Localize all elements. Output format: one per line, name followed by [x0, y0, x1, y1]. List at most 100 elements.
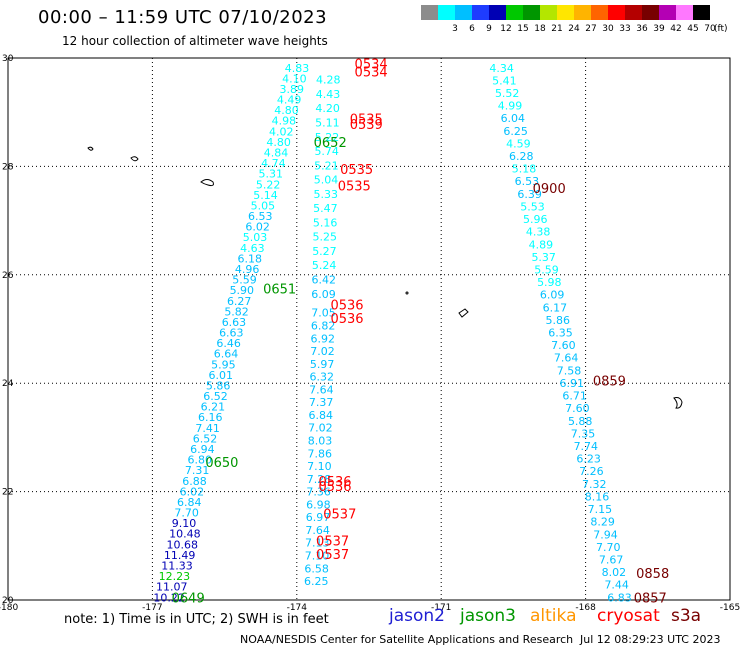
wave-height-point: 6.17: [543, 301, 568, 314]
wave-height-point: 5.11: [315, 116, 340, 129]
wave-height-point: 7.37: [309, 396, 334, 409]
wave-height-point: 6.88: [182, 475, 207, 488]
wave-height-point: 4.98: [272, 115, 297, 128]
pass-time-label: 0537: [316, 534, 349, 549]
colorbar-swatch: [489, 5, 506, 20]
wave-height-point: 5.47: [313, 202, 338, 215]
wave-height-point: 6.71: [562, 390, 587, 403]
colorbar-unit: (ft): [714, 24, 728, 34]
wave-height-point: 6.28: [509, 150, 534, 163]
wave-height-point: 6.18: [237, 252, 262, 265]
wave-height-point: 5.98: [537, 276, 562, 289]
pass-time-label: 0652: [314, 136, 347, 151]
wave-height-point: 11.33: [161, 560, 193, 573]
longitude-tick-label: -165: [720, 603, 740, 613]
wave-height-point: 6.39: [517, 188, 542, 201]
colorbar-swatch: [608, 5, 625, 20]
wave-height-point: 5.27: [312, 245, 337, 258]
wave-height-point: 6.04: [501, 112, 526, 125]
generated-timestamp: Jul 12 08:29:23 UTC 2023: [580, 633, 721, 646]
colorbar-label: 27: [585, 24, 596, 34]
wave-height-point: 4.49: [277, 94, 302, 107]
colorbar-swatch: [625, 5, 642, 20]
footer-note: note: 1) Time is in UTC; 2) SWH is in fe…: [64, 612, 329, 627]
legend-item-jason3: jason3: [460, 606, 516, 626]
colorbar-label: 39: [653, 24, 665, 34]
wave-height-point: 5.16: [313, 216, 338, 229]
wave-height-point: 7.70: [596, 541, 621, 554]
islands: [87, 146, 683, 409]
wave-height-point: 6.09: [540, 289, 565, 302]
wave-height-point: 7.10: [305, 549, 330, 562]
wave-height-point: 7.86: [307, 447, 332, 460]
wave-height-point: 5.41: [492, 74, 517, 87]
latitude-tick-label: 20: [2, 596, 14, 606]
wave-height-point: 4.59: [506, 137, 531, 150]
wave-height-point: 7.70: [174, 507, 199, 520]
wave-height-point: 6.84: [177, 496, 202, 509]
colorbar-label: 70: [704, 24, 716, 34]
wave-height-point: 5.37: [531, 251, 556, 264]
island-outline: [200, 179, 214, 187]
wave-height-point: 6.58: [304, 562, 329, 575]
wave-height-point: 7.13: [305, 537, 330, 550]
colorbar-swatch: [421, 5, 438, 20]
wave-height-point: 5.86: [206, 379, 231, 392]
wave-height-point: 6.02: [245, 221, 270, 234]
wave-height-point: 7.05: [311, 307, 336, 320]
wave-height-point: 5.05: [251, 199, 276, 212]
wave-height-point: 6.92: [311, 332, 336, 345]
latitude-tick-label: 26: [2, 271, 14, 281]
colorbar-label: 36: [636, 24, 648, 34]
colorbar-label: 30: [602, 24, 614, 34]
colorbar-label: 6: [469, 24, 475, 34]
colorbar-label: 15: [517, 24, 528, 34]
colorbar-label: 45: [687, 24, 698, 34]
colorbar-label: 9: [486, 24, 492, 34]
map-border: [7, 57, 731, 601]
pass-time-label: 0536: [330, 299, 363, 314]
island-outline: [87, 146, 94, 151]
wave-height-point: 6.52: [203, 390, 228, 403]
colorbar-label: 3: [452, 24, 458, 34]
wave-height-point: 6.63: [219, 327, 244, 340]
wave-height-point: 5.53: [520, 200, 545, 213]
wave-height-point: 7.31: [185, 464, 210, 477]
wave-height-point: 7.02: [310, 345, 335, 358]
legend-item-jason2: jason2: [389, 606, 445, 626]
longitude-tick-label: -180: [0, 603, 18, 613]
pass-time-label: 0651: [263, 282, 296, 297]
wave-height-point: 6.53: [248, 210, 273, 223]
wave-height-point: 5.82: [224, 305, 249, 318]
wave-height-point: 4.43: [316, 88, 341, 101]
wave-height-point: 7.26: [579, 465, 604, 478]
wave-height-point: 6.84: [308, 409, 333, 422]
colorbar-label: 12: [500, 24, 511, 34]
colorbar-swatch: [591, 5, 608, 20]
colorbar-label: 18: [534, 24, 546, 34]
wave-height-point: 8.03: [308, 434, 333, 447]
wave-height-point: 5.33: [313, 188, 338, 201]
wave-height-point: 4.84: [264, 146, 289, 159]
pass-time-label: 0535: [340, 163, 373, 178]
wave-height-point: 6.52: [193, 432, 218, 445]
pass-time-label: 0536: [330, 312, 363, 327]
wave-height-point: 12.23: [159, 570, 191, 583]
wave-height-point: 5.90: [230, 284, 255, 297]
wave-height-point: 7.10: [307, 460, 332, 473]
colorbar-swatch: [540, 5, 557, 20]
legend-item-s3a: s3a: [671, 606, 702, 626]
wave-height-point: 4.28: [316, 74, 341, 87]
colorbar-swatch: [676, 5, 693, 20]
wave-height-point: 5.14: [253, 189, 278, 202]
colorbar-label: 33: [619, 24, 630, 34]
wave-height-point: 5.25: [313, 231, 338, 244]
pass-time-label: 0536: [318, 480, 351, 495]
wave-height-point: 4.34: [489, 62, 514, 75]
colorbar-swatch: [506, 5, 523, 20]
wave-height-point: 7.35: [571, 427, 596, 440]
wave-height-point: 4.89: [529, 238, 554, 251]
wave-height-point: 6.94: [190, 443, 215, 456]
credit-text: NOAA/NESDIS Center for Satellite Applica…: [240, 633, 574, 646]
